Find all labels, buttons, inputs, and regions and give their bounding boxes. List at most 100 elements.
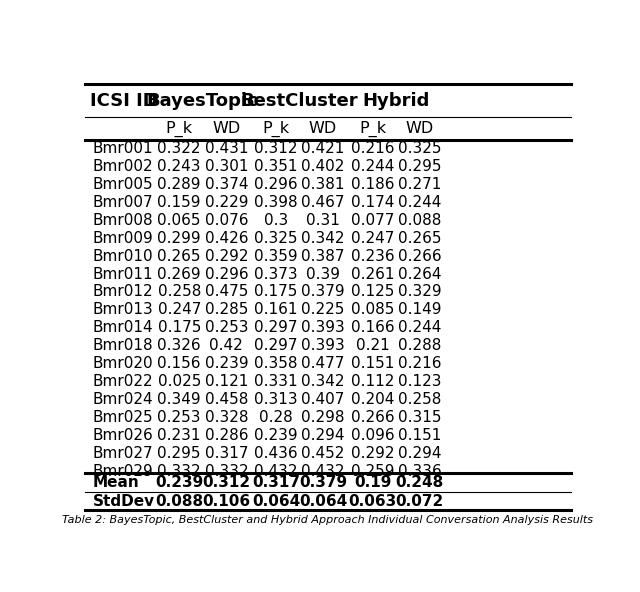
Text: 0.452: 0.452 <box>301 446 345 461</box>
Text: 0.174: 0.174 <box>351 195 394 210</box>
Text: Bmr009: Bmr009 <box>92 231 153 246</box>
Text: 0.265: 0.265 <box>157 249 201 263</box>
Text: 0.426: 0.426 <box>205 231 248 246</box>
Text: 0.065: 0.065 <box>157 213 201 228</box>
Text: P_k: P_k <box>166 121 193 137</box>
Text: P_k: P_k <box>262 121 289 137</box>
Text: 0.269: 0.269 <box>157 266 201 282</box>
Text: 0.149: 0.149 <box>398 303 442 317</box>
Text: 0.325: 0.325 <box>254 231 298 246</box>
Text: 0.231: 0.231 <box>157 428 201 443</box>
Text: 0.477: 0.477 <box>301 356 345 371</box>
Text: 0.322: 0.322 <box>157 141 201 156</box>
Text: 0.264: 0.264 <box>398 266 442 282</box>
Text: Bmr025: Bmr025 <box>92 410 153 425</box>
Text: 0.298: 0.298 <box>301 410 345 425</box>
Text: 0.225: 0.225 <box>301 303 345 317</box>
Text: 0.295: 0.295 <box>157 446 201 461</box>
Text: Bmr024: Bmr024 <box>92 392 153 407</box>
Text: 0.247: 0.247 <box>351 231 394 246</box>
Text: 0.159: 0.159 <box>157 195 201 210</box>
Text: 0.261: 0.261 <box>351 266 394 282</box>
Text: 0.336: 0.336 <box>398 464 442 479</box>
Text: 0.407: 0.407 <box>301 392 345 407</box>
Text: 0.358: 0.358 <box>254 356 298 371</box>
Text: 0.402: 0.402 <box>301 159 345 174</box>
Text: Bmr029: Bmr029 <box>92 464 153 479</box>
Text: Bmr010: Bmr010 <box>92 249 153 263</box>
Text: 0.325: 0.325 <box>398 141 442 156</box>
Text: Bmr020: Bmr020 <box>92 356 153 371</box>
Text: 0.125: 0.125 <box>351 285 394 300</box>
Text: 0.271: 0.271 <box>398 177 442 192</box>
Text: 0.317: 0.317 <box>252 475 300 490</box>
Text: Bmr018: Bmr018 <box>92 338 153 353</box>
Text: 0.313: 0.313 <box>254 392 298 407</box>
Text: 0.296: 0.296 <box>205 266 248 282</box>
Text: 0.294: 0.294 <box>398 446 442 461</box>
Text: 0.266: 0.266 <box>398 249 442 263</box>
Text: 0.265: 0.265 <box>398 231 442 246</box>
Text: 0.393: 0.393 <box>301 338 345 353</box>
Text: 0.112: 0.112 <box>351 374 394 389</box>
Text: Bmr012: Bmr012 <box>92 285 153 300</box>
Text: 0.088: 0.088 <box>155 494 204 509</box>
Text: 0.436: 0.436 <box>254 446 298 461</box>
Text: 0.328: 0.328 <box>205 410 248 425</box>
Text: 0.342: 0.342 <box>301 374 345 389</box>
Text: 0.467: 0.467 <box>301 195 345 210</box>
Text: Bmr011: Bmr011 <box>92 266 153 282</box>
Text: 0.244: 0.244 <box>398 195 442 210</box>
Text: 0.076: 0.076 <box>205 213 248 228</box>
Text: BayesTopic: BayesTopic <box>147 92 259 110</box>
Text: 0.294: 0.294 <box>301 428 345 443</box>
Text: 0.398: 0.398 <box>254 195 298 210</box>
Text: WD: WD <box>309 121 337 136</box>
Text: 0.342: 0.342 <box>301 231 345 246</box>
Text: 0.258: 0.258 <box>157 285 201 300</box>
Text: Bmr022: Bmr022 <box>92 374 153 389</box>
Text: 0.244: 0.244 <box>398 320 442 335</box>
Text: 0.175: 0.175 <box>254 285 298 300</box>
Text: 0.289: 0.289 <box>157 177 201 192</box>
Text: StdDev: StdDev <box>92 494 154 509</box>
Text: 0.259: 0.259 <box>351 464 394 479</box>
Text: 0.244: 0.244 <box>351 159 394 174</box>
Text: 0.326: 0.326 <box>157 338 201 353</box>
Text: 0.432: 0.432 <box>301 464 345 479</box>
Text: 0.285: 0.285 <box>205 303 248 317</box>
Text: 0.292: 0.292 <box>205 249 248 263</box>
Text: 0.373: 0.373 <box>254 266 298 282</box>
Text: 0.31: 0.31 <box>306 213 340 228</box>
Text: 0.088: 0.088 <box>398 213 442 228</box>
Text: 0.351: 0.351 <box>254 159 298 174</box>
Text: 0.151: 0.151 <box>351 356 394 371</box>
Text: 0.393: 0.393 <box>301 320 345 335</box>
Text: 0.432: 0.432 <box>254 464 298 479</box>
Text: 0.123: 0.123 <box>398 374 442 389</box>
Text: 0.243: 0.243 <box>157 159 201 174</box>
Text: Bmr008: Bmr008 <box>92 213 153 228</box>
Text: 0.315: 0.315 <box>398 410 442 425</box>
Text: 0.295: 0.295 <box>398 159 442 174</box>
Text: 0.297: 0.297 <box>254 338 298 353</box>
Text: 0.458: 0.458 <box>205 392 248 407</box>
Text: Mean: Mean <box>92 475 139 490</box>
Text: 0.186: 0.186 <box>351 177 394 192</box>
Text: 0.258: 0.258 <box>398 392 442 407</box>
Text: 0.28: 0.28 <box>259 410 292 425</box>
Text: Hybrid: Hybrid <box>362 92 429 110</box>
Text: 0.39: 0.39 <box>306 266 340 282</box>
Text: 0.239: 0.239 <box>205 356 248 371</box>
Text: 0.064: 0.064 <box>299 494 347 509</box>
Text: 0.096: 0.096 <box>351 428 394 443</box>
Text: P_k: P_k <box>359 121 386 137</box>
Text: 0.292: 0.292 <box>351 446 394 461</box>
Text: 0.381: 0.381 <box>301 177 345 192</box>
Text: 0.175: 0.175 <box>157 320 201 335</box>
Text: 0.475: 0.475 <box>205 285 248 300</box>
Text: Bmr005: Bmr005 <box>92 177 153 192</box>
Text: 0.204: 0.204 <box>351 392 394 407</box>
Text: 0.216: 0.216 <box>398 356 442 371</box>
Text: 0.253: 0.253 <box>205 320 248 335</box>
